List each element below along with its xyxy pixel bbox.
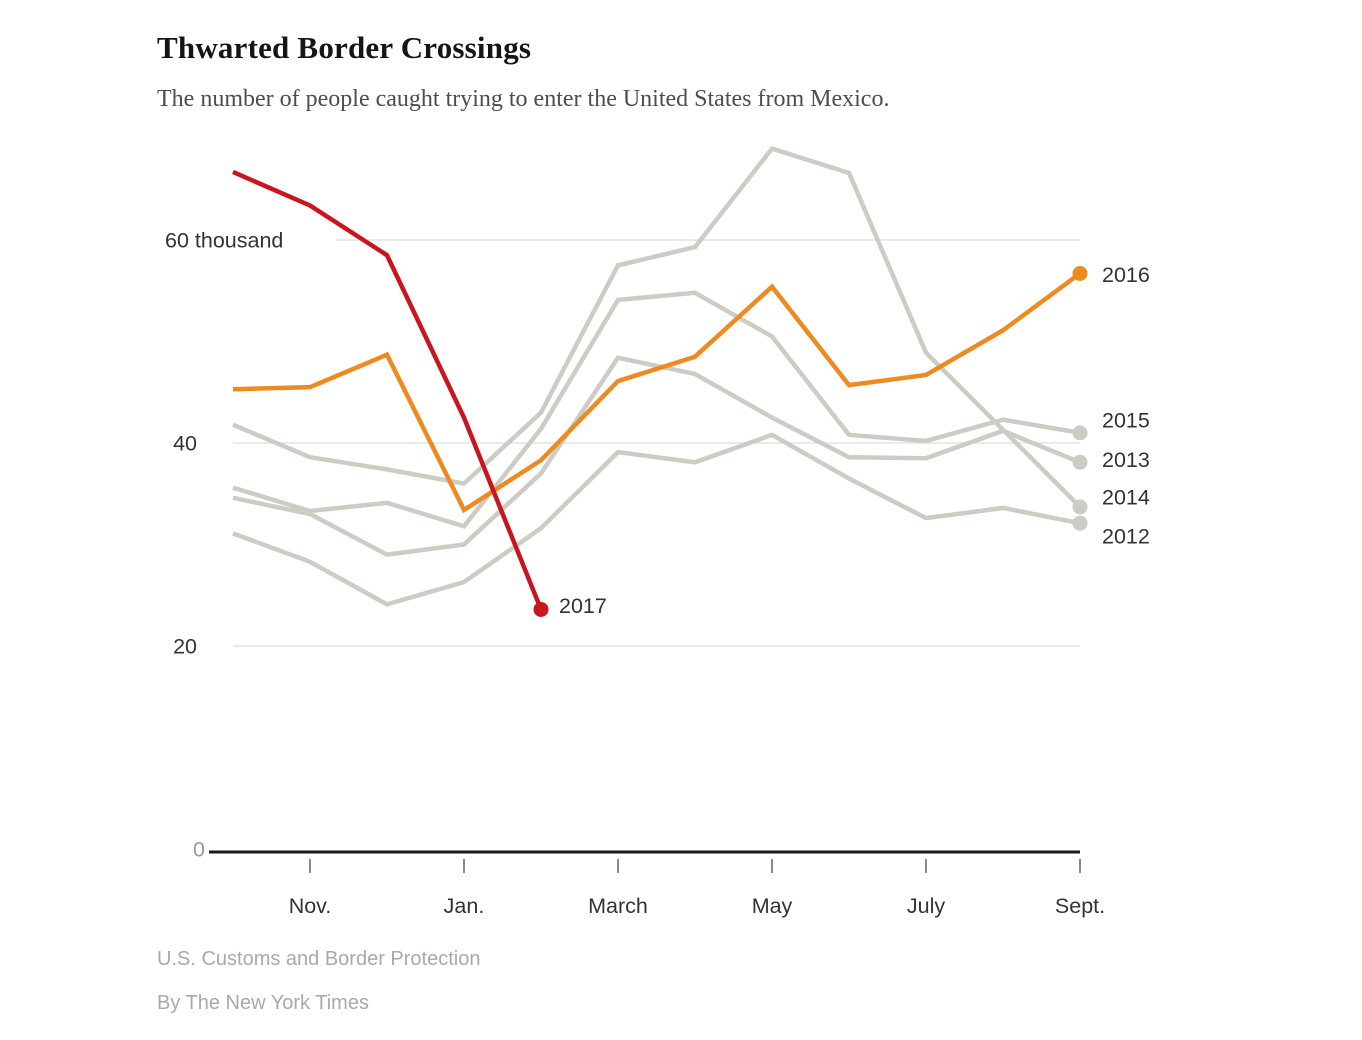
x-axis-label-Jan: Jan. [444, 894, 485, 918]
series-label-2014: 2014 [1102, 485, 1150, 509]
y-axis-label-40: 40 [173, 432, 197, 456]
series-endpoint-dot-2014 [1072, 499, 1088, 515]
series-line-2014 [232, 146, 1082, 509]
series-line-2016 [232, 271, 1082, 514]
y-axis-label-0: 0 [193, 838, 205, 862]
series-line-2017 [232, 169, 544, 611]
y-axis-label-20: 20 [173, 635, 197, 659]
series-endpoint-dot-2016 [1072, 265, 1088, 281]
x-axis-label-March: March [588, 894, 648, 918]
x-axis-label-Sept: Sept. [1055, 894, 1105, 918]
y-axis-label-60: 60 thousand [165, 229, 283, 253]
series-label-2017: 2017 [559, 594, 607, 618]
series-endpoint-dot-2017 [533, 601, 549, 617]
series-line-2013 [232, 355, 1081, 557]
series-endpoint-dot-2013 [1072, 454, 1088, 470]
source-credit: U.S. Customs and Border Protection [157, 948, 481, 970]
page-title: Thwarted Border Crossings [157, 30, 532, 65]
byline-credit: By The New York Times [157, 992, 369, 1014]
x-axis-label-Nov: Nov. [289, 894, 332, 918]
series-label-2012: 2012 [1102, 525, 1150, 549]
series-label-2015: 2015 [1102, 408, 1150, 432]
chart-subtitle: The number of people caught trying to en… [157, 86, 890, 112]
series-label-2013: 2013 [1102, 448, 1150, 472]
series-endpoint-dot-2015 [1072, 425, 1088, 441]
x-axis-label-July: July [907, 894, 945, 918]
series-label-2016: 2016 [1102, 263, 1150, 287]
series-line-2015 [232, 290, 1081, 529]
series-line-2012 [232, 432, 1081, 607]
series-endpoint-dot-2012 [1072, 515, 1088, 531]
x-axis-label-May: May [752, 894, 793, 918]
